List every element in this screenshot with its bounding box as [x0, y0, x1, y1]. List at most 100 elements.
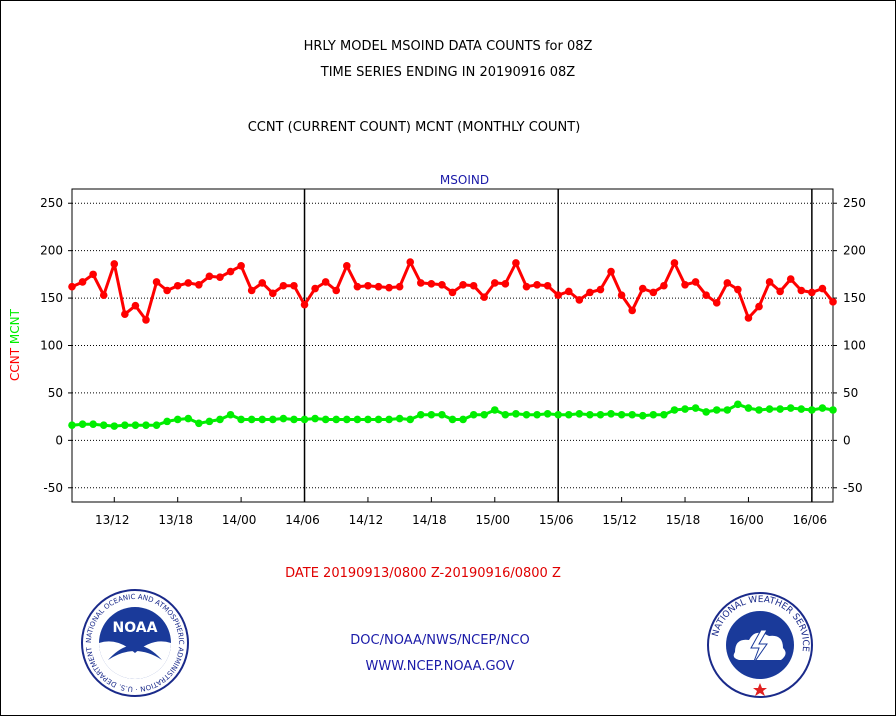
mcnt-point — [723, 406, 732, 414]
mcnt-point — [490, 406, 499, 414]
mcnt-point — [395, 414, 404, 423]
ccnt-point — [543, 281, 552, 290]
mcnt-point — [205, 417, 214, 426]
ccnt-point — [121, 310, 129, 319]
mcnt-point — [237, 415, 245, 424]
ccnt-point — [459, 280, 467, 289]
x-tick-label: 13/18 — [158, 513, 193, 527]
mcnt-point — [575, 409, 584, 418]
ccnt-point — [195, 280, 203, 289]
x-tick-label: 16/06 — [793, 513, 828, 527]
ccnt-point — [110, 260, 119, 268]
noaa-logo-text: NOAA — [113, 620, 158, 636]
ccnt-point — [205, 272, 214, 281]
ccnt-point — [216, 273, 224, 282]
ccnt-point — [258, 279, 267, 287]
ccnt-point — [617, 291, 626, 300]
mcnt-point — [406, 415, 415, 424]
mcnt-point — [438, 410, 446, 419]
x-tick-label: 14/06 — [285, 513, 320, 527]
ccnt-point — [290, 281, 298, 290]
mcnt-point — [68, 421, 76, 429]
ccnt-point — [628, 306, 636, 315]
y-tick-label-left: 100 — [40, 339, 63, 353]
ccnt-point — [638, 284, 647, 293]
x-tick-label: 14/00 — [222, 513, 257, 527]
y-tick-label-right: 200 — [843, 244, 866, 258]
ccnt-point — [78, 278, 87, 286]
y-tick-label-left: 150 — [40, 291, 63, 305]
mcnt-point — [459, 415, 467, 424]
mcnt-point — [216, 415, 224, 424]
nws-logo: NATIONAL WEATHER SERVICE — [707, 592, 813, 698]
ccnt-point — [490, 279, 499, 287]
mcnt-point — [702, 408, 710, 416]
ccnt-point — [691, 278, 700, 286]
y-tick-label-right: 0 — [843, 433, 851, 447]
y-tick-label-left: 250 — [40, 196, 63, 210]
mcnt-point — [364, 415, 372, 424]
mcnt-point — [247, 415, 256, 424]
ccnt-point — [660, 281, 668, 290]
mcnt-point — [279, 414, 288, 423]
mcnt-point — [765, 405, 774, 413]
mcnt-point — [290, 415, 298, 424]
mcnt-point — [586, 410, 594, 419]
y-tick-label-right: 250 — [843, 196, 866, 210]
ccnt-point — [702, 291, 710, 300]
ccnt-point — [321, 278, 330, 286]
ccnt-point — [723, 279, 732, 287]
ccnt-point — [818, 284, 827, 293]
ccnt-point — [607, 267, 615, 276]
x-tick-label: 14/12 — [349, 513, 384, 527]
y-tick-label-right: 150 — [843, 291, 866, 305]
agency-link[interactable]: DOC/NOAA/NWS/NCEP/NCO — [350, 633, 530, 648]
y-tick-label-left: 50 — [48, 386, 63, 400]
mcnt-point — [163, 417, 171, 426]
mcnt-point — [448, 415, 457, 424]
ccnt-point — [533, 280, 541, 289]
chart-title-line1: HRLY MODEL MSOIND DATA COUNTS for 08Z — [303, 39, 593, 54]
mcnt-point — [681, 405, 689, 413]
mcnt-point — [385, 415, 393, 424]
y-tick-label-left: 200 — [40, 244, 63, 258]
ccnt-point — [829, 298, 837, 306]
y-tick-label-left: -50 — [43, 481, 63, 495]
ccnt-point — [184, 279, 193, 287]
ccnt-point — [797, 286, 806, 295]
x-tick-label: 13/12 — [95, 513, 130, 527]
x-tick-label: 15/12 — [602, 513, 637, 527]
x-tick-label: 14/18 — [412, 513, 447, 527]
ccnt-point — [173, 281, 182, 290]
ccnt-point — [416, 279, 425, 287]
mcnt-point — [533, 410, 541, 419]
ccnt-point — [734, 285, 742, 294]
ccnt-point — [776, 287, 784, 296]
ccnt-point — [131, 301, 140, 310]
ccnt-point — [755, 302, 763, 311]
chart-title-line2: TIME SERIES ENDING IN 20190916 08Z — [320, 65, 576, 80]
ccnt-point — [765, 278, 774, 286]
ccnt-point — [670, 259, 679, 267]
mcnt-point — [480, 410, 489, 419]
mcnt-point — [564, 410, 573, 419]
mcnt-point — [89, 420, 97, 429]
ccnt-point — [385, 283, 393, 292]
mcnt-point — [78, 420, 87, 429]
y-axis-label-ccnt: CCNT — [8, 347, 22, 381]
ccnt-point — [311, 284, 319, 293]
ccnt-point — [438, 280, 446, 289]
ccnt-point — [596, 285, 605, 294]
mcnt-point — [670, 406, 679, 414]
mcnt-point — [512, 409, 520, 418]
website-link[interactable]: WWW.NCEP.NOAA.GOV — [365, 659, 515, 674]
ccnt-point — [247, 286, 256, 295]
ccnt-point — [353, 282, 362, 291]
mcnt-point — [469, 410, 478, 419]
mcnt-point — [712, 406, 721, 414]
x-tick-label: 15/18 — [666, 513, 701, 527]
mcnt-point — [649, 410, 658, 419]
ccnt-point — [786, 275, 795, 283]
y-axis-label-mcnt: MCNT — [8, 308, 22, 348]
mcnt-point — [660, 410, 668, 419]
